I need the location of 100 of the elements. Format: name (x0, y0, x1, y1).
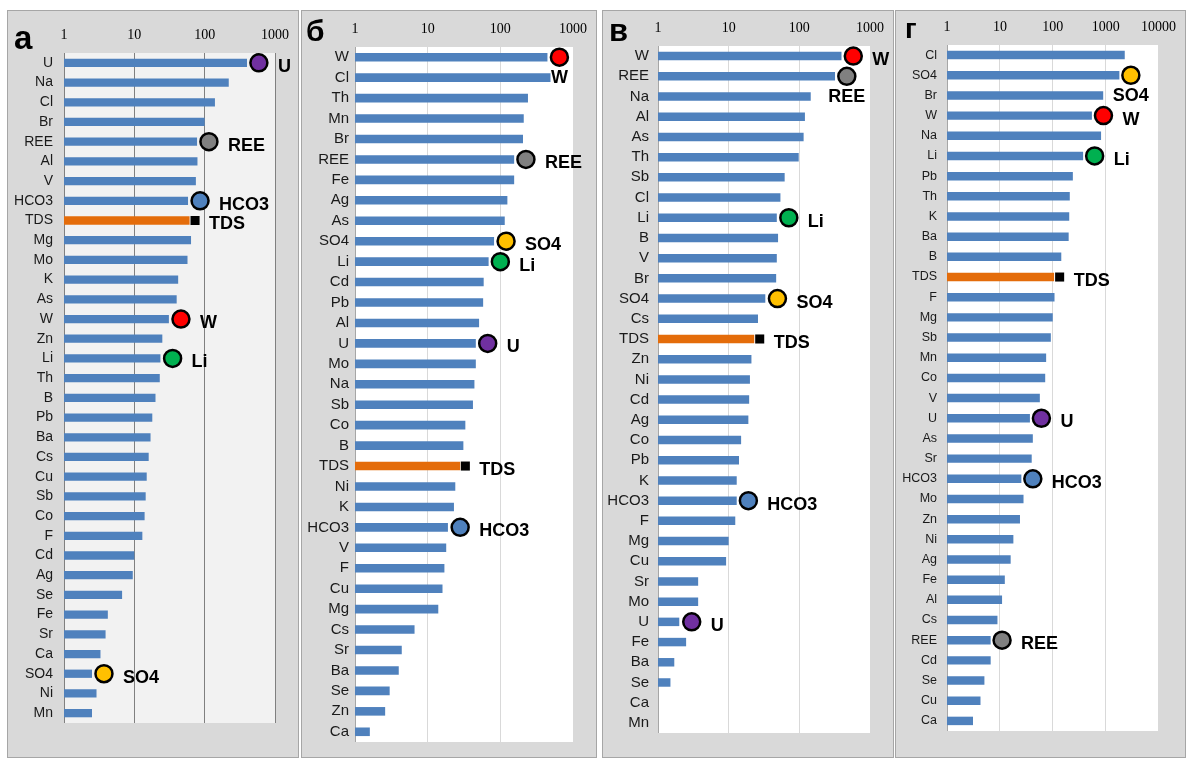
y-tick-label: Al (335, 313, 349, 331)
y-tick-label: Al (925, 592, 937, 607)
y-tick-label: Mg (33, 231, 53, 248)
y-tick-label: Zn (331, 701, 349, 719)
y-tick-label: Cd (921, 652, 938, 667)
y-tick-label: B (638, 228, 649, 246)
y-tick-label: Br (634, 268, 649, 286)
y-tick-label: F (639, 510, 649, 528)
x-tick-label: 1000 (1091, 19, 1120, 35)
series-label: Li (519, 254, 536, 275)
y-tick-label: Cd (35, 546, 53, 563)
y-tick-label: Fe (631, 632, 649, 650)
y-tick-label: Ni (925, 531, 937, 546)
y-tick-label: K (638, 470, 649, 488)
y-tick-label: Li (927, 148, 937, 163)
y-tick-label: Mo (33, 250, 54, 267)
y-tick-label: Th (922, 188, 938, 203)
y-tick-label: Sr (924, 451, 937, 466)
y-tick-label: Cs (921, 612, 937, 627)
y-tick-label: Mg (328, 599, 349, 617)
series-label: TDS (479, 459, 516, 480)
y-tick-label: Ni (39, 684, 53, 701)
y-tick-label: Na (921, 128, 938, 143)
y-tick-label: Mg (919, 309, 938, 324)
y-tick-label: Cs (630, 308, 649, 326)
y-tick-label: Cs (330, 619, 349, 637)
y-tick-label: Mn (33, 704, 53, 721)
y-tick-label: Sb (630, 167, 649, 185)
y-tick-label: Fe (36, 605, 54, 622)
y-tick-label: Mg (628, 531, 649, 549)
y-tick-label: B (928, 249, 937, 264)
series-label: HCO3 (767, 493, 818, 514)
y-tick-label: Ba (35, 428, 54, 445)
series-label: U (710, 614, 724, 635)
y-tick-label: K (43, 270, 54, 287)
y-tick-label: Ni (634, 369, 649, 387)
y-tick-label: Li (637, 207, 649, 225)
y-tick-label: Ag (330, 190, 349, 208)
y-tick-label: K (338, 497, 349, 515)
y-tick-label: Se (630, 672, 649, 690)
y-tick-label: Th (331, 88, 349, 106)
y-tick-label: Mn (919, 350, 938, 365)
y-tick-label: Ca (921, 713, 938, 728)
y-tick-label: HCO3 (14, 191, 54, 208)
y-tick-label: As (36, 290, 53, 307)
y-tick-label: Th (631, 147, 649, 165)
chart-title: б (306, 14, 325, 47)
y-tick-label: Ba (921, 229, 938, 244)
y-tick-label: Ni (334, 476, 349, 494)
y-tick-label: As (631, 127, 649, 145)
y-tick-label: Co (329, 415, 349, 433)
y-tick-label: SO4 (618, 288, 649, 306)
series-label: U (277, 55, 291, 76)
y-tick-label: Co (629, 430, 649, 448)
y-tick-label: HCO3 (607, 490, 649, 508)
y-tick-label: Br (924, 87, 937, 102)
series-label: HCO3 (479, 520, 530, 541)
y-tick-label: Cu (921, 693, 938, 708)
series-label: HCO3 (219, 193, 270, 214)
y-tick-label: Co (921, 370, 938, 385)
series-label: REE (544, 152, 582, 173)
y-tick-label: U (42, 53, 53, 70)
y-tick-label: Pb (630, 450, 649, 468)
y-tick-label: Cl (634, 187, 649, 205)
y-tick-label: Co (35, 506, 54, 523)
series-label: TDS (209, 213, 246, 234)
y-tick-label: Cl (334, 67, 349, 85)
y-tick-label: Zn (631, 349, 649, 367)
y-tick-label: Al (635, 106, 649, 124)
y-tick-label: V (638, 248, 649, 266)
y-tick-label: Sr (334, 640, 349, 658)
x-tick-label: 100 (788, 20, 810, 36)
y-tick-label: U (927, 410, 937, 425)
y-tick-label: Se (921, 673, 938, 688)
y-tick-label: REE (24, 132, 53, 149)
series-label: SO4 (796, 291, 833, 312)
series-label: W (1122, 108, 1140, 129)
y-tick-label: SO4 (24, 664, 54, 681)
y-tick-label: Cu (329, 578, 349, 596)
y-tick-label: REE (618, 66, 649, 84)
y-tick-label: K (928, 208, 938, 223)
x-tick-label: 1 (60, 27, 68, 43)
x-tick-label: 10 (992, 19, 1007, 35)
y-tick-label: V (43, 171, 54, 188)
y-tick-label: F (44, 526, 53, 543)
y-tick-label: Pb (921, 168, 938, 183)
x-tick-label: 1 (351, 21, 359, 37)
y-tick-label: Cd (629, 389, 649, 407)
x-tick-label: 100 (194, 27, 216, 43)
series-label: HCO3 (1051, 471, 1102, 492)
y-tick-label: Ba (330, 660, 350, 678)
y-tick-label: Zn (922, 511, 938, 526)
y-tick-label: Cu (629, 551, 649, 569)
series-label: W (872, 49, 890, 70)
y-tick-label: Mn (328, 108, 349, 126)
x-tick-label: 10 (420, 21, 435, 37)
chart-title: в (609, 13, 629, 48)
y-tick-label: W (634, 46, 650, 64)
x-tick-label: 1000 (856, 20, 884, 36)
y-tick-label: Ba (630, 652, 650, 670)
